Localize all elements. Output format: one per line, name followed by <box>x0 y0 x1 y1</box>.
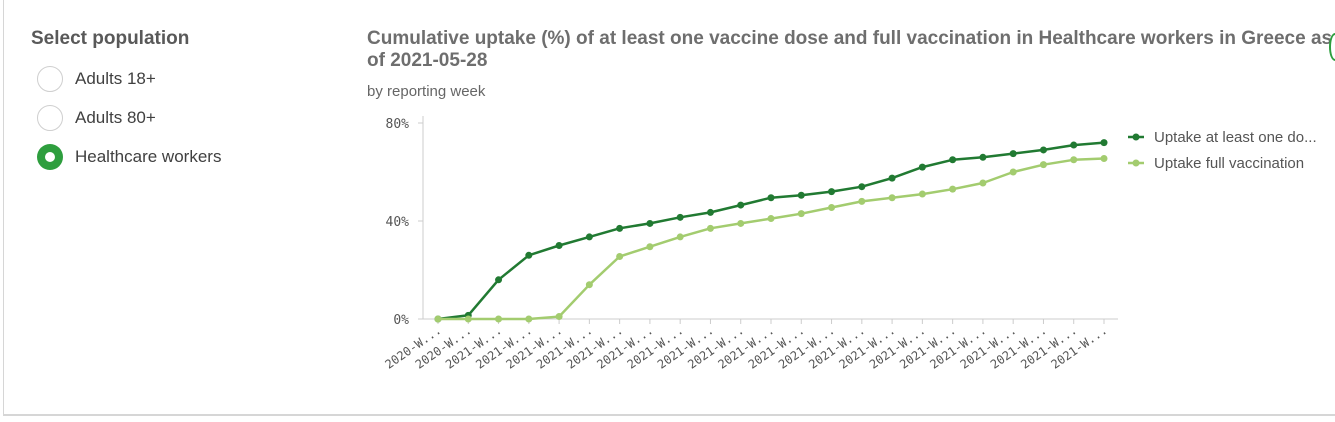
data-point <box>434 315 442 323</box>
data-point <box>828 188 836 196</box>
data-point <box>737 219 745 227</box>
legend-swatch-dot <box>1132 159 1140 167</box>
data-point <box>464 315 472 323</box>
data-point <box>797 210 805 218</box>
scroll-handle[interactable] <box>1329 33 1335 61</box>
data-point <box>1070 141 1078 149</box>
data-point <box>737 201 745 209</box>
data-point <box>585 233 593 241</box>
radio-label: Healthcare workers <box>75 147 222 166</box>
data-point <box>555 242 563 249</box>
radio-label: Adults 18+ <box>75 69 156 88</box>
radio-label: Adults 80+ <box>75 108 156 127</box>
radio-option-adults-18[interactable]: Adults 18+ <box>37 64 156 94</box>
legend-label: Uptake at least one do... <box>1154 129 1317 146</box>
chart-subtitle: by reporting week <box>367 83 486 100</box>
data-point <box>646 219 654 227</box>
data-point <box>646 243 654 251</box>
data-point <box>525 251 533 259</box>
data-point <box>888 174 896 182</box>
data-point <box>555 313 563 321</box>
data-point <box>706 224 714 232</box>
content-frame <box>3 0 1335 416</box>
y-tick-label: 40% <box>386 215 410 230</box>
selector-title: Select population <box>31 28 190 49</box>
radio-option-adults-80[interactable]: Adults 80+ <box>37 103 156 133</box>
data-point <box>858 183 866 191</box>
data-point <box>767 194 775 202</box>
data-point <box>495 315 503 323</box>
data-point <box>1100 155 1108 163</box>
data-point <box>888 194 896 202</box>
data-point <box>1009 150 1017 158</box>
data-point <box>949 156 957 164</box>
data-point <box>706 208 714 216</box>
data-point <box>1039 146 1047 154</box>
data-point <box>676 233 684 241</box>
radio-circle[interactable] <box>37 66 63 92</box>
y-tick-label: 80% <box>386 117 410 132</box>
chart-title: Cumulative uptake (%) of at least one va… <box>367 28 1333 71</box>
data-point <box>616 253 624 261</box>
y-tick-label: 0% <box>393 313 409 328</box>
data-point <box>1009 168 1017 176</box>
radio-circle[interactable] <box>37 105 63 131</box>
data-point <box>858 197 866 205</box>
series-line-1 <box>438 157 1105 321</box>
data-point <box>616 224 624 232</box>
data-point <box>1039 161 1047 169</box>
data-point <box>767 215 775 223</box>
radio-circle-selected[interactable] <box>37 144 63 170</box>
data-point <box>949 185 957 193</box>
data-point <box>1070 156 1078 164</box>
data-point <box>585 281 593 289</box>
data-point <box>525 315 533 323</box>
radio-option-healthcare-workers[interactable]: Healthcare workers <box>37 142 221 172</box>
data-point <box>979 179 987 187</box>
data-point <box>828 204 836 212</box>
data-point <box>495 276 503 284</box>
data-point <box>918 163 926 171</box>
data-point <box>797 191 805 199</box>
legend-swatch-dot <box>1132 133 1140 141</box>
data-point <box>979 153 987 161</box>
series-line-0 <box>437 141 1105 321</box>
data-point <box>918 190 926 198</box>
data-point <box>1100 139 1108 147</box>
data-point <box>676 213 684 221</box>
legend-label: Uptake full vaccination <box>1154 155 1304 172</box>
